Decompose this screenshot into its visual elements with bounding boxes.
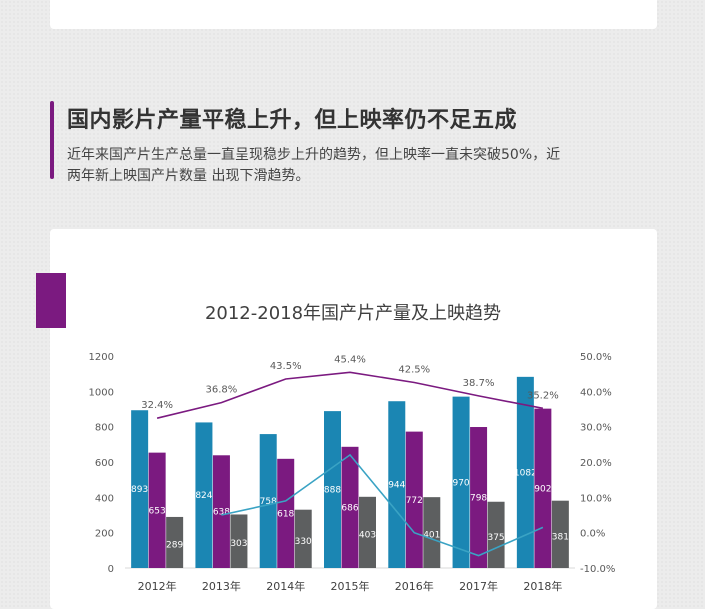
bar-value-label: 638 (213, 508, 230, 518)
rate-label: 36.8% (206, 385, 238, 396)
y-left-tick-label: 1200 (89, 352, 114, 363)
bar-3 (487, 501, 505, 568)
bar-value-label: 289 (166, 540, 183, 550)
rate-label: 42.5% (398, 365, 430, 376)
bar-3 (359, 496, 376, 568)
bar-3 (294, 509, 312, 568)
rate-label: 32.4% (141, 400, 173, 411)
x-tick-label: 2015年 (331, 579, 370, 593)
bar-value-label: 618 (277, 509, 294, 519)
bar-1 (195, 422, 213, 568)
bar-value-label: 401 (423, 531, 440, 541)
bar-value-label: 375 (487, 533, 504, 543)
bar-value-label: 381 (552, 532, 569, 542)
rate-label: 43.5% (270, 361, 302, 372)
rate-label: 35.2% (527, 390, 559, 401)
y-left-tick-label: 600 (95, 458, 114, 469)
y-left-tick-label: 1000 (89, 387, 114, 398)
x-tick-label: 2014年 (266, 579, 305, 593)
bar-1 (388, 401, 406, 568)
bar-value-label: 888 (324, 486, 341, 496)
top-card (50, 0, 657, 29)
bar-value-label: 330 (295, 537, 312, 547)
bar-2 (212, 455, 230, 568)
y-left-tick-label: 800 (95, 423, 114, 434)
y-right-tick-label: 40.0% (580, 387, 612, 398)
bar-value-label: 970 (452, 478, 469, 488)
bar-2 (148, 452, 166, 568)
chart-title: 2012-2018年国产片产量及上映趋势 (205, 303, 501, 324)
bar-value-label: 944 (388, 481, 405, 491)
page-description: 近年来国产片生产总量一直呈现稳步上升的趋势，但上映率一直未突破50%，近两年新上… (67, 147, 561, 184)
headline-accent-bar (50, 101, 54, 179)
bar-value-label: 893 (131, 485, 148, 495)
release-rate-line (156, 371, 544, 419)
bar-value-label: 772 (406, 496, 423, 506)
decorative-purple-block (36, 273, 66, 328)
bar-value-label: 798 (470, 494, 487, 504)
bar-3 (423, 497, 441, 568)
x-tick-label: 2018年 (523, 579, 562, 593)
x-tick-label: 2013年 (202, 579, 241, 593)
bar-1 (131, 410, 149, 568)
bar-2 (534, 408, 552, 568)
y-right-tick-label: -10.0% (580, 564, 615, 575)
bar-1 (259, 434, 277, 568)
bar-value-label: 758 (260, 497, 277, 507)
y-right-tick-label: 50.0% (580, 352, 612, 363)
bar-1 (516, 376, 534, 568)
bar-value-label: 1082 (514, 468, 537, 478)
bar-value-label: 902 (534, 484, 551, 494)
bar-2 (470, 427, 488, 568)
y-right-tick-label: 30.0% (580, 423, 612, 434)
rate-label: 38.7% (463, 378, 495, 389)
page-title: 国内影片产量平稳上升，但上映率仍不足五成 (67, 108, 518, 133)
bar-1 (324, 411, 341, 568)
bar-3 (166, 516, 184, 568)
x-tick-label: 2017年 (459, 579, 498, 593)
bar-1 (452, 396, 470, 568)
bar-value-label: 686 (341, 503, 358, 513)
bar-3 (551, 500, 569, 568)
growth-rate-line (221, 453, 544, 557)
bar-value-label: 403 (359, 530, 376, 540)
y-right-tick-label: 0.0% (580, 529, 605, 540)
y-right-tick-label: 20.0% (580, 458, 612, 469)
y-left-tick-label: 400 (95, 493, 114, 504)
y-left-tick-label: 200 (95, 529, 114, 540)
bar-3 (230, 514, 248, 568)
rate-label: 45.4% (334, 354, 366, 365)
bar-value-label: 824 (195, 491, 212, 501)
bar-2 (341, 446, 359, 568)
bar-value-label: 303 (230, 539, 247, 549)
y-right-tick-label: 10.0% (580, 493, 612, 504)
bar-value-label: 653 (149, 506, 166, 516)
y-left-tick-label: 0 (108, 564, 114, 575)
bar-2 (277, 458, 295, 568)
x-tick-label: 2016年 (395, 579, 434, 593)
x-tick-label: 2012年 (138, 579, 177, 593)
